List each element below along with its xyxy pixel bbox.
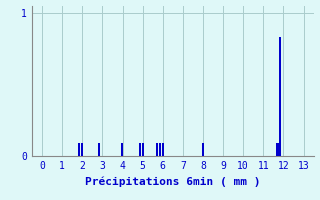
Bar [98,143,100,156]
Bar [156,143,158,156]
X-axis label: Précipitations 6min ( mm ): Précipitations 6min ( mm ) [85,176,260,187]
Bar [162,143,164,156]
Bar [81,143,83,156]
Bar [159,143,161,156]
Bar [78,143,80,156]
Bar [202,143,204,156]
Bar [139,143,140,156]
Bar [279,37,281,156]
Bar [142,143,144,156]
Bar [276,143,280,156]
Bar [121,143,123,156]
